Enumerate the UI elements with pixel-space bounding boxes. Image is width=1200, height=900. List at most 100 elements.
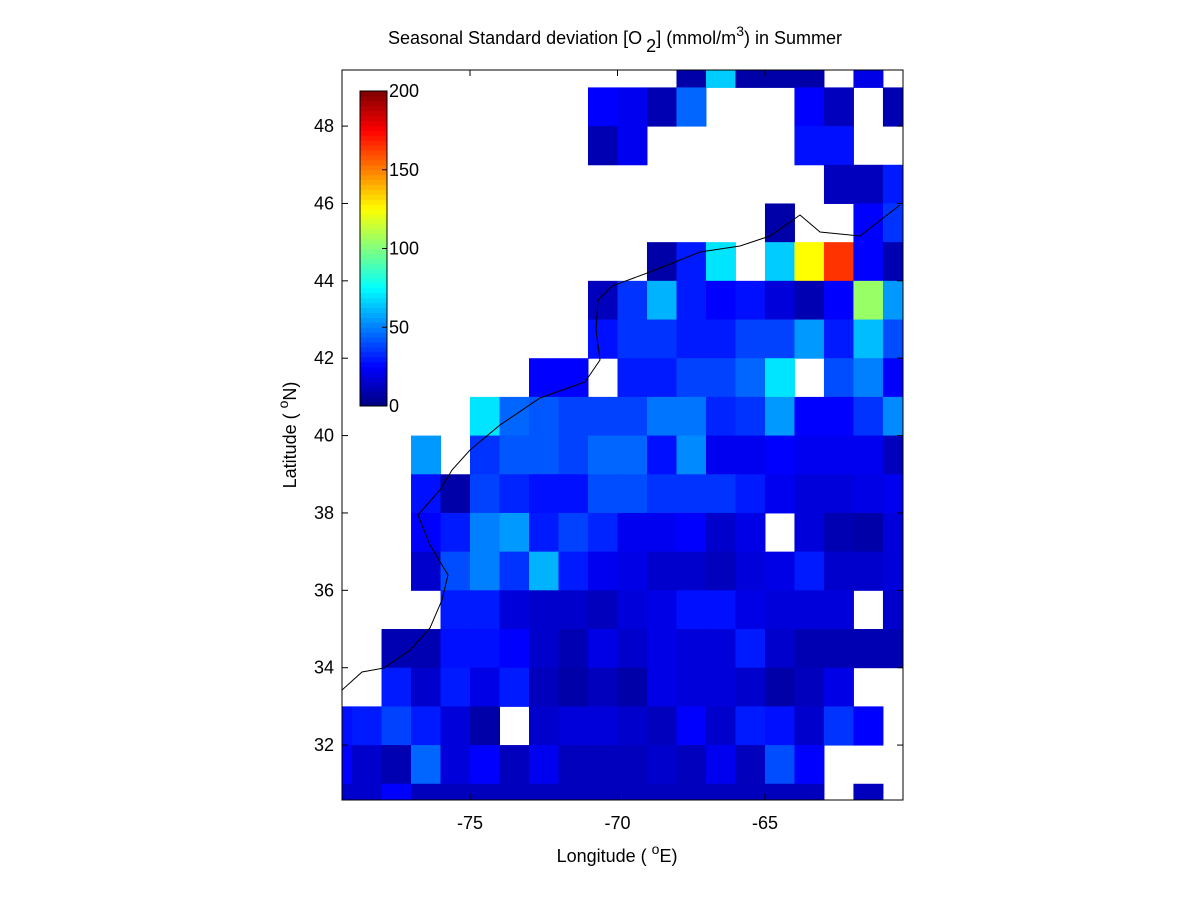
heatmap-cell (470, 590, 501, 630)
heatmap-cell (676, 551, 707, 591)
colorbar-swatch (360, 243, 387, 249)
heatmap-cell (587, 512, 618, 553)
colorbar-swatch (360, 110, 387, 117)
heatmap-cell (764, 783, 795, 800)
ylabel-part: Latitude ( (280, 408, 300, 488)
heatmap-cell (823, 551, 854, 591)
heatmap-cell (342, 745, 353, 785)
colorbar-swatch (360, 342, 387, 348)
heatmap-cell (676, 512, 707, 553)
heatmap-cell (705, 474, 736, 514)
heatmap-cell (617, 319, 648, 359)
heatmap-cell (440, 590, 471, 630)
heatmap-cell (470, 745, 501, 785)
heatmap-cell (735, 435, 766, 475)
heatmap-cell (853, 280, 884, 321)
heatmap-cell (558, 590, 589, 630)
heatmap-cell (676, 358, 707, 398)
colorbar-swatch (360, 204, 387, 210)
heatmap-cell (529, 783, 559, 800)
heatmap-cell (499, 667, 530, 707)
heatmap-cell (794, 590, 825, 630)
colorbar-swatch (360, 381, 387, 387)
heatmap-cell (529, 474, 559, 514)
heatmap-cell (499, 590, 530, 630)
heatmap-cell (617, 629, 648, 669)
heatmap-cell (646, 629, 677, 669)
colorbar-swatch (360, 322, 387, 328)
y-tick-label: 34 (314, 658, 334, 678)
colorbar-swatch (360, 91, 387, 97)
heatmap-cell (558, 358, 589, 398)
heatmap-cell (529, 590, 559, 630)
colorbar-swatch (360, 337, 387, 343)
heatmap-cell (705, 358, 736, 398)
title-part: ] (mmol/m (656, 28, 736, 48)
colorbar-swatch (360, 361, 387, 368)
xlabel-sup: o (652, 841, 660, 857)
heatmap-cell (764, 667, 795, 707)
heatmap-cell (646, 87, 677, 127)
heatmap-cell (499, 745, 530, 785)
title-sub: 2 (646, 36, 656, 56)
colorbar-swatch (360, 253, 387, 259)
heatmap-cell (705, 706, 736, 746)
heatmap-cell (558, 551, 589, 591)
heatmap-cell (823, 667, 854, 707)
colorbar-tick-label: 150 (389, 160, 419, 180)
colorbar-swatch (360, 164, 387, 171)
x-axis-label: Longitude ( oE) (557, 841, 678, 866)
heatmap-cell (794, 126, 825, 166)
colorbar-swatch (360, 150, 387, 156)
heatmap-cell (764, 358, 795, 398)
heatmap-cell (529, 667, 559, 707)
colorbar-swatch (360, 351, 387, 358)
heatmap-cell (764, 706, 795, 746)
heatmap-cell (823, 319, 854, 359)
heatmap-cell (853, 783, 884, 800)
heatmap-cell (882, 87, 903, 127)
heatmap-cell (735, 474, 766, 514)
heatmap-cell (470, 667, 501, 707)
heatmap-cell (794, 319, 825, 359)
heatmap-cell (676, 435, 707, 475)
colorbar-swatch (360, 194, 387, 200)
heatmap-cell (882, 358, 903, 398)
heatmap-cell (499, 512, 530, 553)
heatmap-cell (735, 512, 766, 553)
heatmap-cell (529, 358, 559, 398)
heatmap-cell (676, 319, 707, 359)
heatmap-cell (764, 435, 795, 475)
heatmap-cell (499, 551, 530, 591)
colorbar-swatch (360, 145, 387, 151)
colorbar-swatch (360, 282, 387, 289)
xlabel-part: Longitude ( (557, 846, 652, 866)
heatmap-cell (735, 396, 766, 437)
heatmap-cell (823, 126, 854, 166)
y-tick-label: 38 (314, 503, 334, 523)
heatmap-cell (853, 435, 884, 475)
colorbar-swatch (360, 223, 387, 230)
heatmap-cell (705, 70, 736, 88)
heatmap-cell (381, 783, 412, 800)
colorbar-swatch (360, 130, 387, 136)
heatmap-cell (558, 783, 589, 800)
colorbar-swatch (360, 371, 387, 377)
heatmap-cell (823, 242, 854, 282)
heatmap-cell (587, 87, 618, 127)
heatmap-cell (646, 435, 677, 475)
heatmap-cell (646, 745, 677, 785)
heatmap-cell (735, 745, 766, 785)
heatmap-cell (882, 280, 903, 321)
heatmap-cell (587, 667, 618, 707)
colorbar-swatch (360, 396, 387, 402)
coastline (342, 204, 901, 691)
heatmap-cell (587, 474, 618, 514)
heatmap-cell (646, 783, 677, 800)
heatmap-cell (853, 242, 884, 282)
colorbar-swatch (360, 317, 387, 323)
heatmap-cell (587, 783, 618, 800)
title-sup: 3 (736, 23, 744, 39)
colorbar-swatch (360, 184, 387, 190)
